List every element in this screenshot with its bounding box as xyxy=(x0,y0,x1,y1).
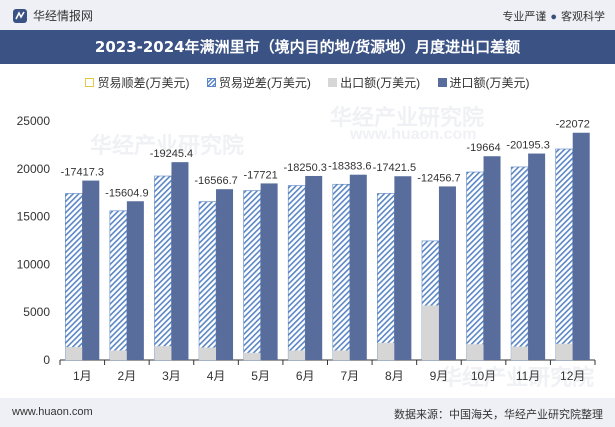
x-tick-label: 4月 xyxy=(207,369,226,383)
legend-label-export: 出口额(万美元) xyxy=(340,76,421,90)
x-tick-label: 7月 xyxy=(340,369,359,383)
bar-export xyxy=(199,347,217,360)
bar-export xyxy=(288,350,306,360)
data-label: -19664 xyxy=(466,142,500,154)
bar-export xyxy=(466,344,484,360)
dot-separator-icon: ● xyxy=(550,11,557,23)
tag-professional: 专业严谨 xyxy=(502,11,547,23)
data-label: -16566.7 xyxy=(194,175,237,187)
brand[interactable]: 华经情报网 xyxy=(12,7,93,24)
top-bar: 华经情报网 专业严谨 ● 客观科学 xyxy=(0,0,615,30)
watermark: 华经产业研究院 xyxy=(440,365,595,390)
x-tick-label: 9月 xyxy=(430,369,449,383)
x-tick-label: 10月 xyxy=(471,369,496,383)
bar-trade-deficit xyxy=(154,175,172,361)
bar-import xyxy=(528,153,546,360)
footer-source: 数据来源：中国海关，华经产业研究院整理 xyxy=(394,409,603,421)
tagline: 专业严谨 ● 客观科学 xyxy=(502,8,605,24)
bar-import xyxy=(305,175,323,360)
footer-url[interactable]: www.huaon.com xyxy=(12,406,93,418)
bar-trade-deficit xyxy=(510,166,529,361)
bar-trade-deficit xyxy=(377,193,395,361)
tag-objective: 客观科学 xyxy=(561,11,605,23)
bar-trade-deficit xyxy=(109,210,128,361)
watermark: 华经产业研究院 xyxy=(90,133,245,158)
bar-trade-deficit xyxy=(198,201,217,361)
bar-import xyxy=(483,156,501,360)
bar-export xyxy=(154,346,172,360)
y-tick-label: 0 xyxy=(43,353,50,367)
x-tick-label: 5月 xyxy=(251,369,270,383)
bar-export xyxy=(65,347,83,360)
data-label: -17421.5 xyxy=(373,162,416,174)
bar-export xyxy=(421,305,439,360)
data-label: -19245.4 xyxy=(150,148,193,160)
legend: 贸易顺差(万美元) 贸易逆差(万美元) 出口额(万美元) 进口额(万美元) xyxy=(0,74,615,91)
data-label: -17417.3 xyxy=(61,167,104,179)
legend-item-export[interactable]: 出口额(万美元) xyxy=(328,74,420,91)
data-label: -22072 xyxy=(556,119,590,131)
x-tick-label: 1月 xyxy=(73,369,92,383)
legend-item-surplus[interactable]: 贸易顺差(万美元) xyxy=(85,74,189,91)
legend-swatch-surplus xyxy=(85,78,95,87)
legend-label-surplus: 贸易顺差(万美元) xyxy=(97,76,190,90)
bar-import xyxy=(82,180,100,360)
footer: www.huaon.com 数据来源：中国海关，华经产业研究院整理 xyxy=(0,398,615,427)
bar-export xyxy=(109,350,127,360)
data-label: -20195.3 xyxy=(506,140,549,152)
x-tick-label: 12月 xyxy=(560,369,585,383)
bar-import xyxy=(349,174,367,360)
y-tick-label: 5000 xyxy=(23,305,50,319)
bar-import xyxy=(572,132,590,360)
bar-export xyxy=(332,350,350,360)
x-tick-label: 11月 xyxy=(516,369,540,383)
bar-export xyxy=(377,342,395,360)
y-tick-label: 15000 xyxy=(17,210,51,224)
bar-import xyxy=(171,162,189,360)
x-tick-label: 8月 xyxy=(385,369,404,383)
y-tick-label: 10000 xyxy=(17,257,51,271)
x-tick-label: 6月 xyxy=(296,369,315,383)
bar-export xyxy=(511,346,529,360)
bar-import xyxy=(260,183,278,360)
brand-logo-icon xyxy=(13,8,27,23)
bar-trade-deficit xyxy=(243,190,261,361)
y-tick-label: 20000 xyxy=(17,162,51,176)
bar-import xyxy=(126,201,144,360)
legend-item-import[interactable]: 进口额(万美元) xyxy=(437,74,530,91)
legend-label-deficit: 贸易逆差(万美元) xyxy=(218,76,311,90)
bar-trade-deficit xyxy=(466,171,484,361)
data-label: -18383.6 xyxy=(328,161,371,173)
data-label: -12456.7 xyxy=(417,172,460,184)
bar-trade-deficit xyxy=(287,185,306,361)
data-label: -17721 xyxy=(243,169,277,181)
chart-title: 2023-2024年满洲里市（境内目的地/货源地）月度进出口差额 xyxy=(0,30,615,64)
legend-swatch-export xyxy=(328,78,338,87)
bar-import xyxy=(438,186,456,360)
brand-name: 华经情报网 xyxy=(33,9,94,23)
legend-swatch-import xyxy=(437,78,447,87)
bar-trade-deficit xyxy=(332,183,351,361)
bar-export xyxy=(555,343,573,360)
bar-import xyxy=(394,176,412,360)
y-tick-label: 25000 xyxy=(17,114,51,128)
x-tick-label: 3月 xyxy=(162,369,181,383)
data-label: -18250.3 xyxy=(283,162,326,174)
legend-item-deficit[interactable]: 贸易逆差(万美元) xyxy=(206,74,311,91)
legend-label-import: 进口额(万美元) xyxy=(449,76,530,90)
legend-swatch-deficit xyxy=(206,78,216,87)
x-tick-label: 2月 xyxy=(118,369,137,383)
data-label: -15604.9 xyxy=(105,187,148,199)
bar-trade-deficit xyxy=(555,148,574,361)
bar-trade-deficit xyxy=(64,193,83,361)
bar-export xyxy=(243,352,261,360)
bar-import xyxy=(216,189,234,360)
watermark: 华经产业研究院 xyxy=(330,105,485,130)
watermark-url: www.huaon.com xyxy=(350,126,477,143)
